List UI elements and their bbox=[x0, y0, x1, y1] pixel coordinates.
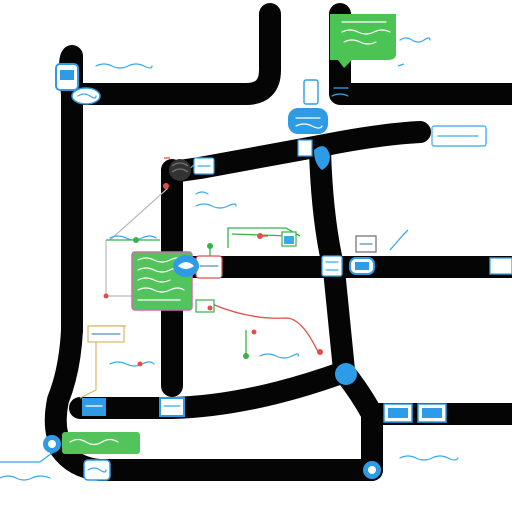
green-panel-bottom-left[interactable] bbox=[62, 432, 140, 454]
green-panel-top-right[interactable] bbox=[330, 14, 396, 68]
label-box-upper-east[interactable] bbox=[431, 125, 487, 147]
road-lower-street bbox=[69, 361, 355, 419]
location-pin-icon-south[interactable] bbox=[363, 461, 381, 479]
label-box-mid-left[interactable] bbox=[193, 157, 215, 175]
label-box-middle-east[interactable] bbox=[321, 255, 512, 277]
location-pin-icon-center[interactable] bbox=[173, 255, 199, 277]
location-pin-icon-southeast[interactable] bbox=[335, 363, 357, 385]
location-pin-icon-dark[interactable] bbox=[169, 159, 191, 181]
waypoint-dots bbox=[103, 183, 323, 367]
label-box-south[interactable] bbox=[83, 459, 111, 481]
annotation-box-center-small[interactable] bbox=[195, 255, 223, 313]
label-box-northwest[interactable] bbox=[55, 63, 101, 105]
location-pin-icon-southwest[interactable] bbox=[43, 435, 61, 453]
annotation-box-tan[interactable] bbox=[87, 325, 125, 343]
annotation-box-gray-east[interactable] bbox=[281, 231, 377, 253]
location-pin-icon-north[interactable] bbox=[297, 139, 330, 170]
label-pill-north[interactable] bbox=[288, 79, 328, 134]
label-box-southeast[interactable] bbox=[383, 403, 447, 423]
road-west-arterial bbox=[44, 3, 281, 457]
label-box-lower-west[interactable] bbox=[82, 397, 185, 417]
